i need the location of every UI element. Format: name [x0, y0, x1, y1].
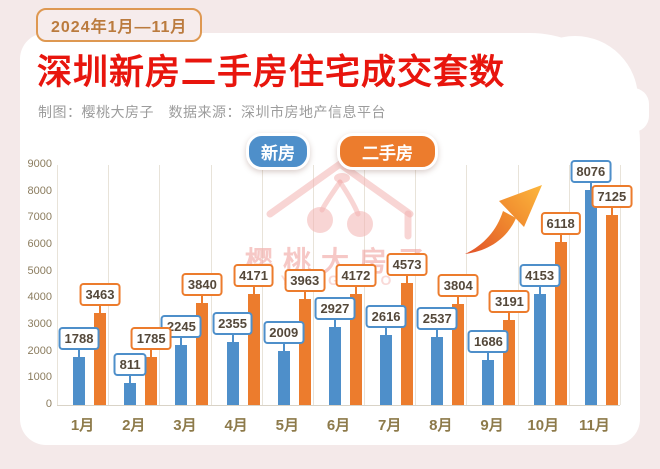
y-tick-label: 4000: [27, 291, 52, 304]
value-label-new-homes-m4: 2355: [212, 312, 253, 336]
bar-new-homes-m11: [584, 189, 597, 405]
value-label-new-homes-m10: 4153: [519, 264, 561, 288]
bar-new-homes-m4: [226, 342, 239, 405]
value-label-second-hand-m6: 4172: [335, 263, 377, 287]
value-label-connector: [610, 208, 613, 215]
gridline: [620, 165, 621, 405]
y-tick-label: 6000: [27, 238, 52, 250]
value-label-new-homes-m9: 1686: [467, 330, 509, 354]
value-label-connector: [99, 305, 101, 313]
value-label-second-hand-m11: 7125: [591, 185, 633, 208]
month-label: 11月: [578, 417, 610, 434]
gridline: [415, 165, 417, 405]
gridline: [57, 165, 58, 405]
bar-second-hand-m6: [349, 293, 362, 405]
y-tick-label: 3000: [27, 318, 52, 330]
value-label-new-homes-m7: 2616: [365, 305, 407, 329]
bar-new-homes-m7: [380, 335, 393, 405]
value-label-connector: [333, 319, 336, 327]
value-label-connector: [436, 330, 439, 338]
value-label-second-hand-m5: 3963: [284, 269, 326, 293]
y-tick-label: 1000: [27, 371, 52, 384]
up-trend-arrow-icon: [465, 185, 542, 254]
value-label-connector: [129, 376, 132, 384]
y-tick-label: 5000: [27, 264, 52, 277]
value-label-connector: [538, 287, 541, 295]
legend-pill-second-hand: 二手房: [337, 133, 438, 170]
value-label-second-hand-m8: 3804: [437, 273, 479, 297]
legend-pill-new-homes: 新房: [246, 133, 310, 170]
bar-new-homes-m1: [73, 357, 85, 405]
value-label-second-hand-m9: 3191: [488, 289, 530, 313]
y-tick-label: 2000: [27, 344, 52, 357]
value-label-connector: [559, 234, 562, 242]
page-title: 深圳新房二手房住宅成交套数: [37, 53, 506, 92]
month-label: 9月: [480, 417, 504, 434]
bar-second-hand-m4: [247, 293, 260, 405]
bar-new-homes-m9: [482, 360, 495, 405]
value-label-connector: [457, 296, 460, 304]
value-label-connector: [589, 182, 592, 190]
bar-new-homes-m8: [431, 337, 444, 405]
month-label: 6月: [326, 417, 351, 434]
month-label: 7月: [377, 417, 402, 434]
value-label-second-hand-m10: 6118: [540, 211, 581, 235]
value-label-second-hand-m2: 1785: [130, 327, 172, 351]
value-label-new-homes-m2: 811: [113, 353, 147, 377]
value-label-new-homes-m5: 2009: [263, 321, 305, 345]
value-label-connector: [354, 286, 357, 294]
month-label: 10月: [527, 417, 560, 434]
bar-second-hand-m2: [145, 357, 158, 405]
period-badge: 2024年1月—11月: [36, 8, 203, 42]
gridline: [517, 165, 519, 405]
bar-new-homes-m2: [124, 383, 137, 405]
value-label-connector: [487, 353, 490, 361]
value-label-connector: [406, 276, 409, 284]
month-label: 3月: [173, 417, 197, 434]
value-label-connector: [78, 350, 80, 358]
value-label-connector: [282, 344, 285, 352]
bar-new-homes-m10: [533, 294, 546, 405]
bar-new-homes-m6: [328, 326, 341, 405]
value-label-connector: [150, 350, 153, 358]
month-label: 1月: [70, 417, 95, 434]
bar-second-hand-m5: [298, 299, 311, 405]
bar-second-hand-m11: [605, 215, 618, 405]
month-label: 5月: [275, 417, 299, 434]
value-label-new-homes-m11: 8076: [570, 159, 612, 183]
value-label-connector: [201, 295, 204, 303]
gridline: [159, 165, 161, 405]
month-label: 4月: [224, 417, 248, 434]
cloud-corner-decoration-2: [603, 88, 649, 132]
value-label-new-homes-m6: 2927: [314, 296, 356, 320]
value-label-connector: [303, 292, 306, 300]
value-label-second-hand-m1: 3463: [79, 282, 121, 306]
y-tick-label: 8000: [27, 184, 52, 197]
y-tick-label: 9000: [27, 158, 52, 170]
value-label-connector: [508, 312, 511, 320]
value-label-new-homes-m1: 1788: [58, 327, 100, 351]
value-label-connector: [252, 286, 255, 294]
value-label-second-hand-m4: 4171: [233, 263, 274, 287]
bar-new-homes-m5: [277, 351, 290, 405]
bar-new-homes-m3: [175, 345, 188, 405]
month-label: 8月: [429, 417, 453, 434]
x-axis-line: [57, 405, 620, 406]
month-label: 2月: [122, 417, 146, 434]
value-label-connector: [180, 338, 183, 346]
value-label-connector: [385, 328, 388, 336]
value-label-second-hand-m3: 3840: [181, 272, 223, 296]
value-label-second-hand-m7: 4573: [386, 253, 428, 277]
y-tick-label: 7000: [27, 211, 52, 224]
y-tick-label: 0: [45, 398, 52, 410]
credits-line: 制图：樱桃大房子 数据来源：深圳市房地产信息平台: [38, 104, 386, 120]
value-label-new-homes-m8: 2537: [416, 307, 458, 331]
gridline: [568, 165, 570, 405]
value-label-connector: [231, 335, 234, 343]
bar-second-hand-m7: [401, 283, 414, 405]
